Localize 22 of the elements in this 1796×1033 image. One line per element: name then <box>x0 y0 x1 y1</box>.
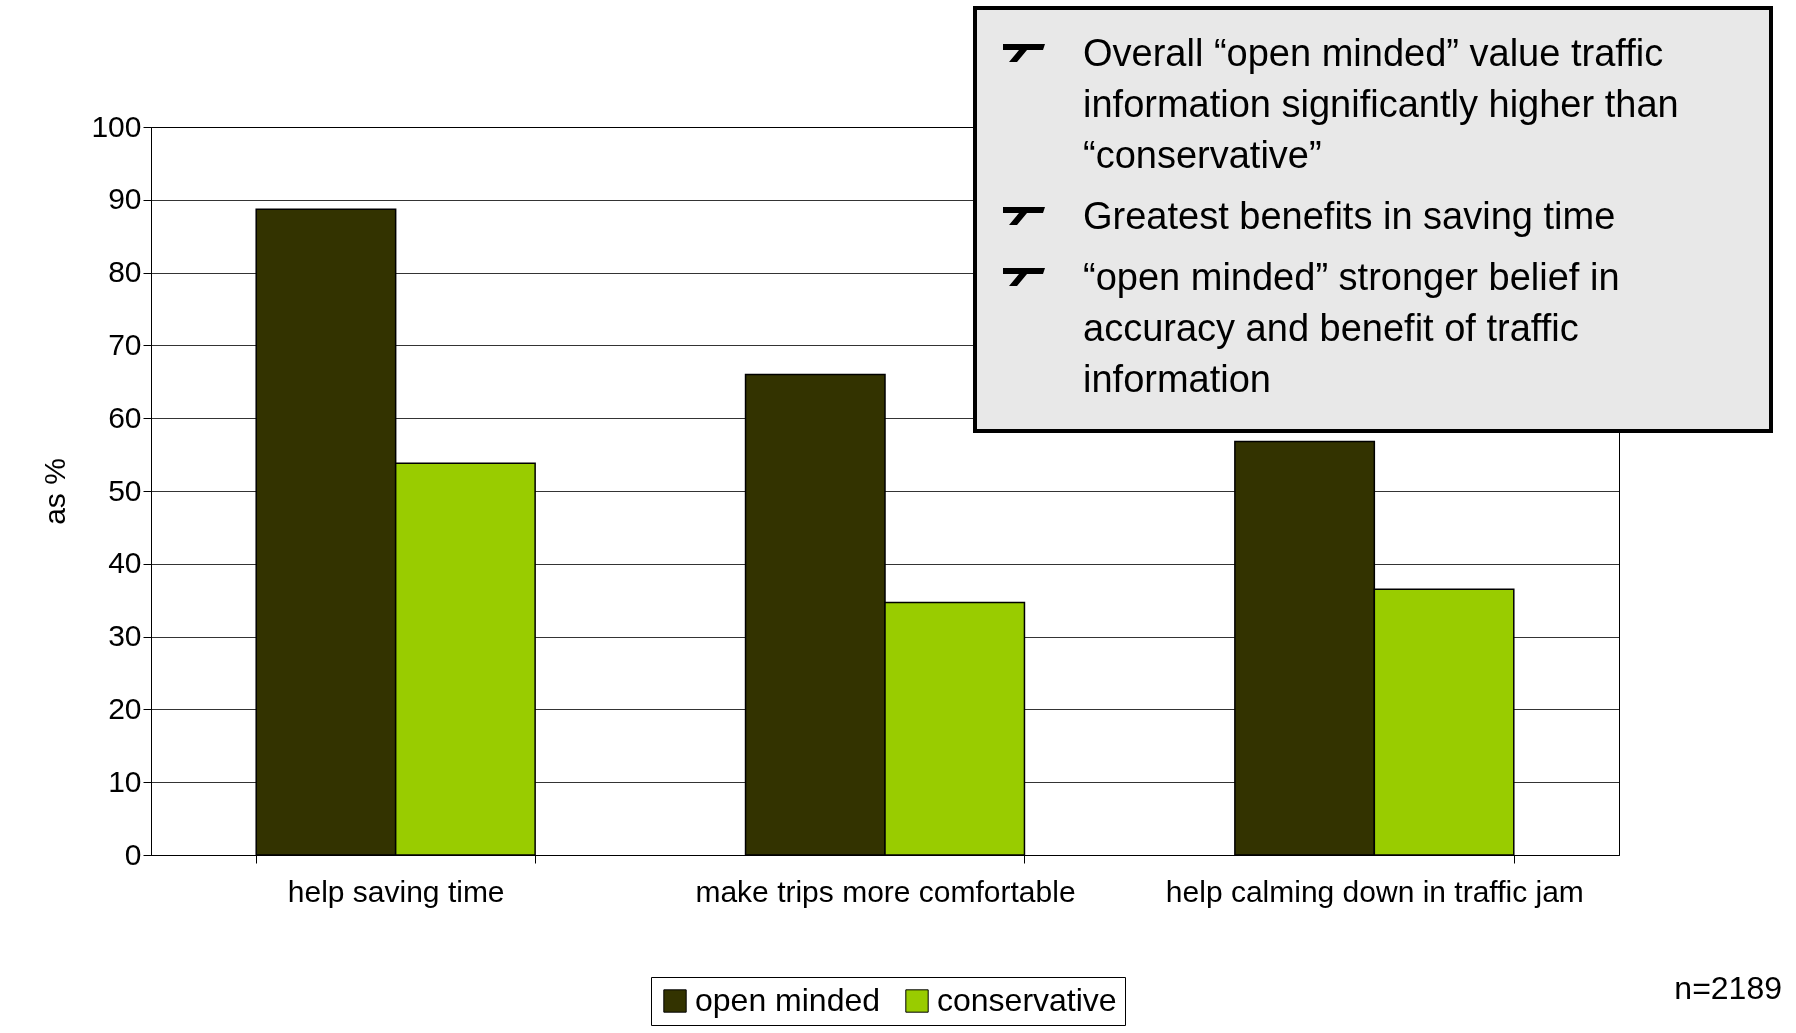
y-tick-label: 10 <box>108 764 142 798</box>
legend-label: conservative <box>937 982 1117 1018</box>
y-tick-label: 50 <box>108 473 142 507</box>
y-tick-label: 40 <box>108 546 142 580</box>
y-tick-label: 60 <box>108 400 142 434</box>
annotation: “open minded” stronger belief in accuracy and benefit of traffic information <box>1083 255 1621 402</box>
legend-label: open minded <box>695 982 881 1018</box>
annotation: Overall “open minded” value traffic information significantly higher than “conservative” <box>1083 31 1680 178</box>
y-tick-label: 70 <box>108 327 142 361</box>
y-tick-label: 30 <box>108 619 142 653</box>
x-tick-label: help saving time <box>287 874 505 908</box>
y-tick-label: 0 <box>124 837 142 871</box>
y-tick-label: 90 <box>108 182 142 216</box>
x-tick-label: help calming down in traffic jam <box>1165 874 1584 908</box>
y-tick-label: 80 <box>108 255 142 289</box>
y-tick-label: 20 <box>108 691 142 725</box>
annotation: Greatest benefits in saving time <box>1083 194 1617 239</box>
callout-box: Overall “open minded” value traffic information significantly higher than “conservative” Greatest benefits in saving time “open minded” stronger belief in accuracy and benefit of traffic information <box>973 6 1773 433</box>
text: n=2189 <box>1674 970 1782 1007</box>
y-axis-title: as % <box>38 458 72 525</box>
y-tick-label: 100 <box>91 109 142 143</box>
x-tick-label: make trips more comfortable <box>695 874 1076 908</box>
